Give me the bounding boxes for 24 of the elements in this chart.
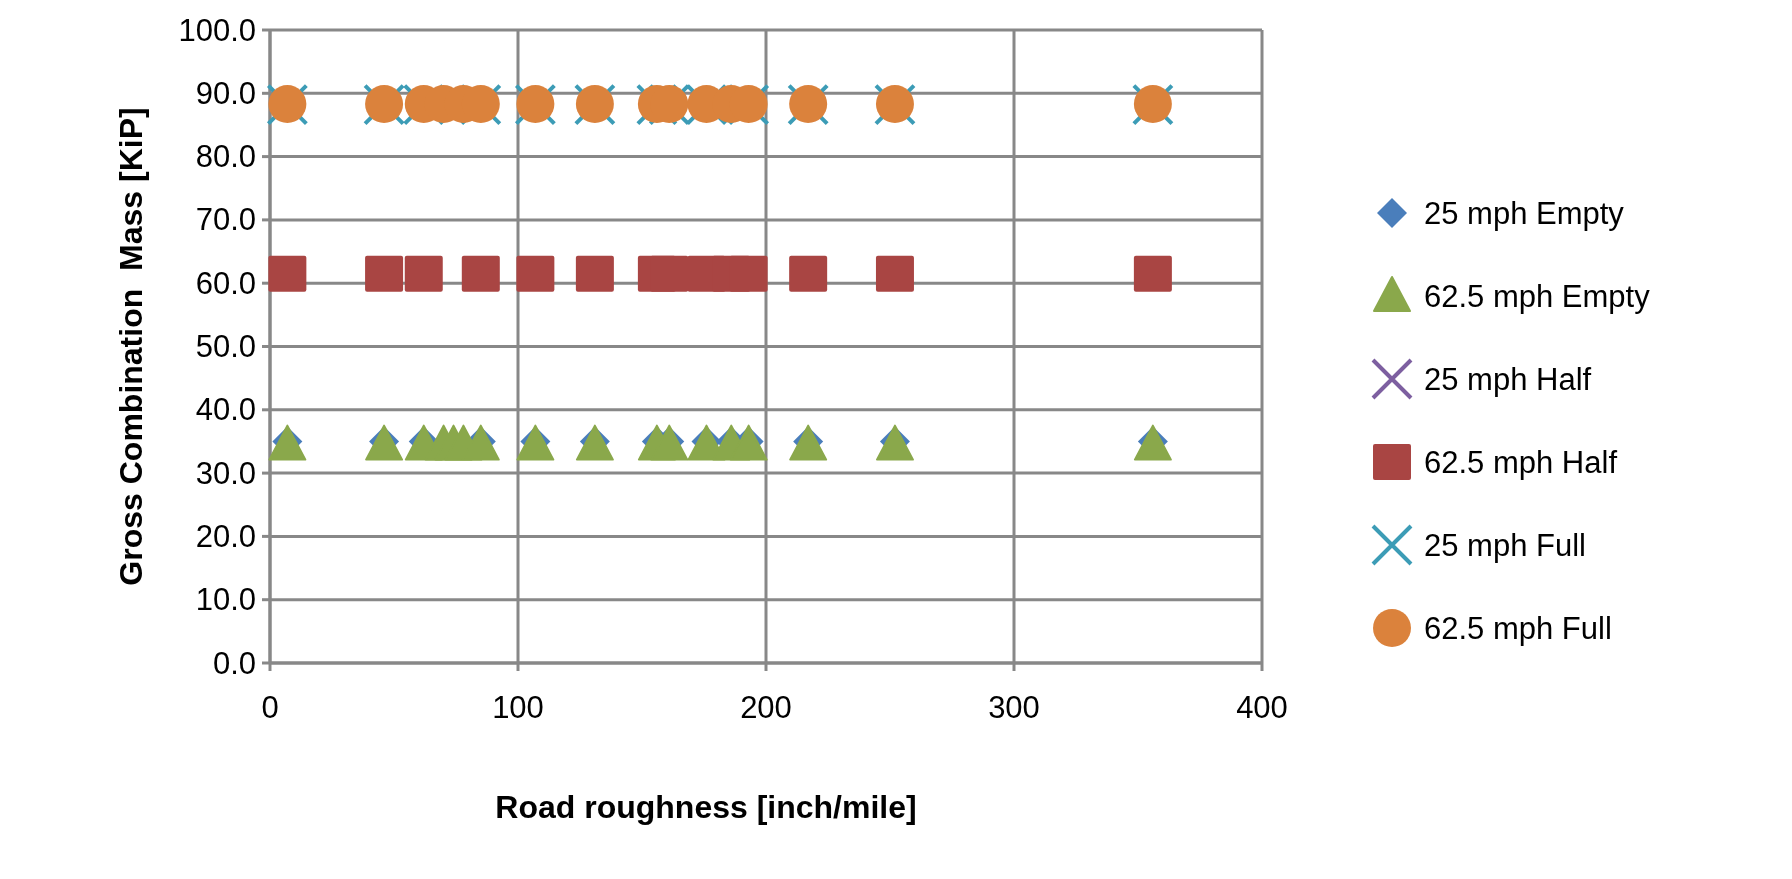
y-tick-label: 80.0: [195, 139, 256, 175]
x-tick-label: 300: [988, 690, 1040, 725]
y-tick-label: 70.0: [195, 202, 256, 238]
y-tick-label: 90.0: [195, 75, 256, 111]
legend-label: 62.5 mph Half: [1424, 444, 1618, 480]
y-axis-title: Gross Combination Mass [KiP]: [113, 107, 149, 586]
y-tick-label: 30.0: [195, 455, 256, 491]
y-tick-label: 20.0: [195, 518, 256, 554]
x-tick-label: 0: [261, 690, 279, 725]
legend-label: 25 mph Empty: [1424, 195, 1625, 231]
y-tick-label: 100.0: [178, 12, 256, 48]
y-tick-label: 60.0: [195, 265, 256, 301]
legend-label: 62.5 mph Empty: [1424, 278, 1651, 314]
y-tick-label: 0.0: [212, 645, 256, 681]
x-axis-title: Road roughness [inch/mile]: [495, 789, 917, 825]
legend-label: 25 mph Half: [1424, 361, 1592, 397]
y-tick-label: 10.0: [195, 582, 256, 618]
x-tick-label: 100: [492, 690, 544, 725]
x-tick-label: 400: [1236, 690, 1288, 725]
legend-label: 62.5 mph Full: [1424, 610, 1612, 646]
legend-label: 25 mph Full: [1424, 527, 1586, 563]
y-tick-label: 50.0: [195, 329, 256, 364]
y-tick-label: 40.0: [195, 392, 256, 428]
x-tick-label: 200: [740, 690, 792, 725]
